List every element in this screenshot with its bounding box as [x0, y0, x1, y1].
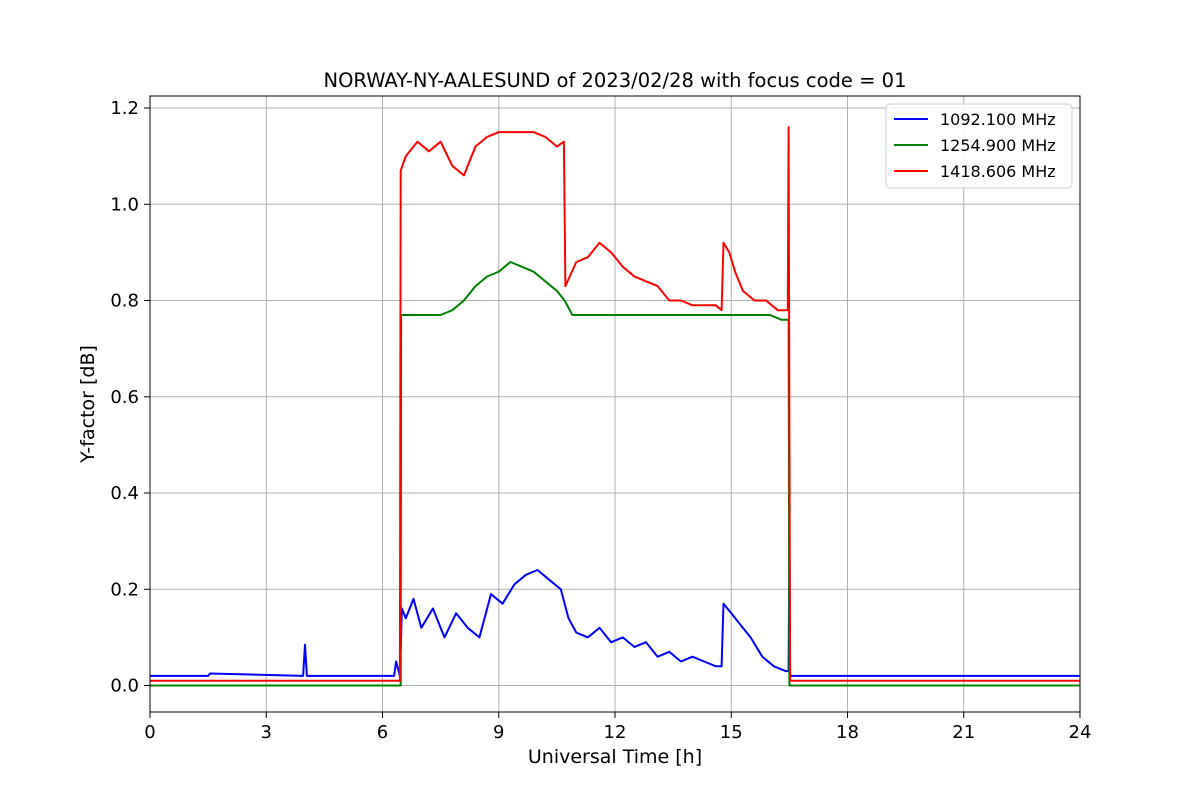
series-line-2: [150, 261, 1080, 687]
x-tick-label: 24: [1069, 722, 1092, 743]
x-tick-label: 18: [836, 722, 859, 743]
y-tick-label: 1.2: [110, 98, 139, 119]
y-tick-label: 0.6: [110, 387, 139, 408]
x-tick-label: 6: [377, 722, 388, 743]
chart-title: NORWAY-NY-AALESUND of 2023/02/28 with fo…: [324, 69, 907, 92]
series-line-3: [150, 126, 1080, 682]
y-tick-label: 0.8: [110, 291, 139, 312]
y-axis-title: Y-factor [dB]: [77, 345, 99, 464]
y-tick-label: 0.2: [110, 579, 139, 600]
x-tick-label: 21: [952, 722, 975, 743]
y-tick-label: 0.0: [110, 676, 139, 697]
legend-box: [885, 103, 1073, 189]
x-tick-label: 9: [493, 722, 504, 743]
x-tick-label: 3: [261, 722, 272, 743]
x-tick-label: 15: [720, 722, 743, 743]
x-axis-title: Universal Time [h]: [528, 746, 702, 768]
series-layer: [150, 126, 1080, 687]
legend: 1092.100 MHz 1254.900 MHz 1418.606 MHz: [885, 103, 1073, 189]
y-tick-label: 0.4: [110, 483, 139, 504]
x-tick-label: 0: [144, 722, 155, 743]
ticks: 0 3 6 9 12 15 18 21 24 0.0 0.2 0.4 0.6 0.8 1.0 1.2: [110, 98, 1091, 743]
legend-label: 1092.100 MHz: [940, 110, 1056, 129]
x-tick-label: 12: [604, 722, 627, 743]
legend-label: 1418.606 MHz: [940, 162, 1056, 181]
legend-label: 1254.900 MHz: [940, 136, 1056, 155]
y-tick-label: 1.0: [110, 194, 139, 215]
